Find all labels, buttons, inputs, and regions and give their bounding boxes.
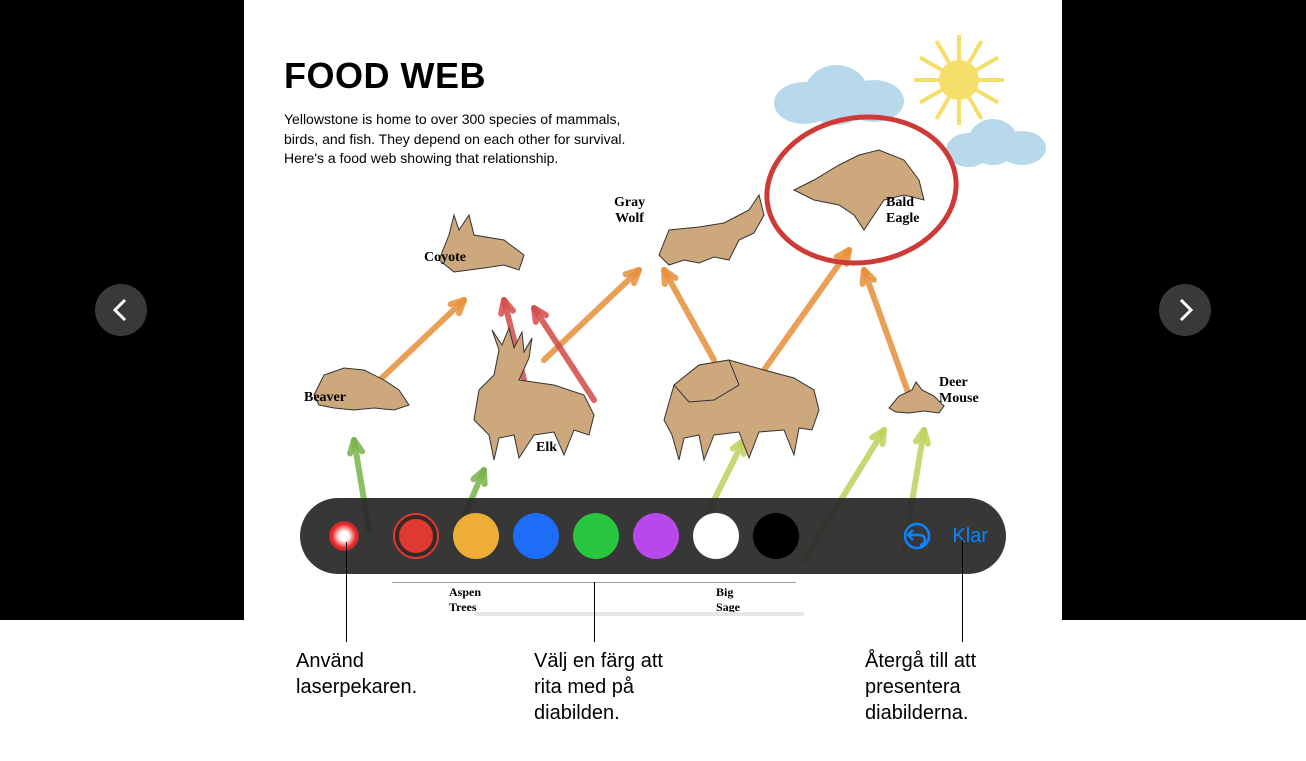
elk-graphic xyxy=(444,320,614,470)
chevron-right-icon xyxy=(1175,298,1195,322)
color-swatch-red[interactable] xyxy=(393,513,439,559)
beaver-label: Beaver xyxy=(304,390,346,406)
callout-leader xyxy=(346,542,347,642)
presentation-area: FOOD WEB Yellowstone is home to over 300… xyxy=(0,0,1306,620)
color-swatch-blue[interactable] xyxy=(513,513,559,559)
laser-pointer-button[interactable] xyxy=(310,502,378,570)
callout-laser: Använd laserpekaren. xyxy=(296,648,417,700)
callout-leader xyxy=(962,540,963,642)
slide-title: FOOD WEB xyxy=(284,55,486,97)
gray-wolf-label: Gray Wolf xyxy=(614,195,645,227)
prev-slide-button[interactable] xyxy=(95,284,147,336)
color-swatch-black[interactable] xyxy=(753,513,799,559)
drawing-toolbar: Klar xyxy=(300,498,1006,574)
annotation-circle xyxy=(755,102,969,278)
next-slide-button[interactable] xyxy=(1159,284,1211,336)
done-button[interactable]: Klar xyxy=(952,525,988,548)
chevron-left-icon xyxy=(111,298,131,322)
coyote-graphic xyxy=(424,200,544,285)
coyote-label: Coyote xyxy=(424,250,466,266)
undo-icon xyxy=(901,520,933,552)
aspen-trees-label: Aspen Trees xyxy=(449,585,481,615)
callout-leader xyxy=(594,582,595,642)
deer-mouse-label: Deer Mouse xyxy=(939,375,979,407)
elk-label: Elk xyxy=(536,440,557,456)
sun-graphic xyxy=(914,35,1004,125)
cloud-graphic xyxy=(946,115,1046,167)
slide-scrollbar[interactable] xyxy=(474,612,804,616)
laser-pointer-icon xyxy=(329,521,359,551)
bison-graphic xyxy=(644,330,834,480)
big-sage-label: Big Sage xyxy=(716,585,740,615)
color-swatch-yellow[interactable] xyxy=(453,513,499,559)
slide-description: Yellowstone is home to over 300 species … xyxy=(284,110,644,169)
color-swatch-purple[interactable] xyxy=(633,513,679,559)
wolf-graphic xyxy=(644,185,779,280)
color-swatch-green[interactable] xyxy=(573,513,619,559)
beaver-graphic xyxy=(304,350,414,420)
color-swatch-white[interactable] xyxy=(693,513,739,559)
undo-button[interactable] xyxy=(896,515,938,557)
callout-colors: Välj en färg att rita med på diabilden. xyxy=(534,648,663,726)
callout-done: Återgå till att presentera diabilderna. xyxy=(865,648,976,726)
